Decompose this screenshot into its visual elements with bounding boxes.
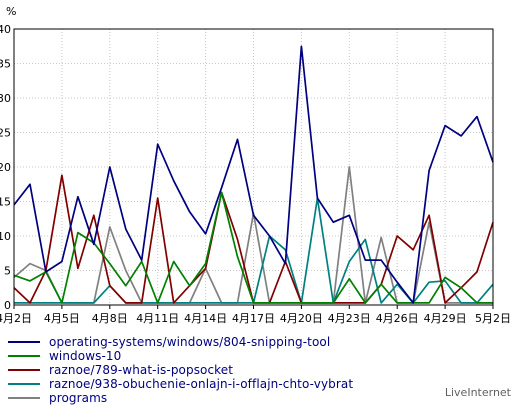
line-chart: % 0 5 10 15 20 25 30 35 40 4月2日 4月5日 4月8日 4月11日 4月14… — [0, 5, 511, 325]
series-lines — [13, 45, 494, 304]
y-tick-label: 35 — [0, 58, 11, 71]
series-line — [13, 45, 494, 304]
y-tick-label: 25 — [0, 127, 11, 140]
y-tick-label: 30 — [0, 92, 11, 105]
x-tick-label: 4月5日 — [44, 312, 80, 325]
y-tick-label: 10 — [0, 230, 11, 243]
y-axis-ticks: 0 5 10 15 20 25 30 35 40 — [0, 23, 11, 312]
x-tick-label: 4月29日 — [424, 312, 467, 325]
legend: operating-systems/windows/804-snipping-t… — [8, 335, 428, 405]
legend-swatch — [8, 383, 40, 385]
x-tick-label: 4月26日 — [376, 312, 419, 325]
legend-item: raznoe/938-obuchenie-onlajn-i-offlajn-ch… — [8, 377, 428, 391]
legend-label: programs — [49, 391, 108, 405]
liveinternet-brand: LiveInternet — [444, 386, 511, 399]
legend-item: operating-systems/windows/804-snipping-t… — [8, 335, 428, 349]
x-tick-label: 4月23日 — [328, 312, 371, 325]
legend-swatch — [8, 355, 40, 357]
x-tick-label: 5月2日 — [475, 312, 511, 325]
y-tick-label: 20 — [0, 161, 11, 174]
legend-label: windows-10 — [49, 349, 122, 363]
x-tick-label: 4月11日 — [136, 312, 179, 325]
x-axis-ticks: 4月2日 4月5日 4月8日 4月11日 4月14日 4月17日 4月20日 4月23日 4月2… — [0, 305, 511, 325]
legend-swatch — [8, 369, 40, 371]
grid — [14, 29, 493, 305]
legend-swatch — [8, 397, 40, 399]
legend-item: windows-10 — [8, 349, 428, 363]
y-tick-label: 5 — [4, 265, 11, 278]
y-tick-label: 15 — [0, 196, 11, 209]
x-tick-label: 4月17日 — [232, 312, 275, 325]
y-tick-label: 40 — [0, 23, 11, 36]
legend-label: raznoe/789-what-is-popsocket — [49, 363, 234, 377]
plot-frame — [13, 28, 494, 306]
x-tick-label: 4月14日 — [184, 312, 227, 325]
legend-label: raznoe/938-obuchenie-onlajn-i-offlajn-ch… — [49, 377, 354, 391]
x-tick-label: 4月2日 — [0, 312, 32, 325]
legend-item: raznoe/789-what-is-popsocket — [8, 363, 428, 377]
legend-swatch — [8, 341, 40, 343]
y-axis-unit-label: % — [6, 5, 16, 18]
legend-item: programs — [8, 391, 428, 405]
y-tick-label: 0 — [4, 299, 11, 312]
x-tick-label: 4月8日 — [92, 312, 128, 325]
legend-label: operating-systems/windows/804-snipping-t… — [49, 335, 331, 349]
x-tick-label: 4月20日 — [280, 312, 323, 325]
